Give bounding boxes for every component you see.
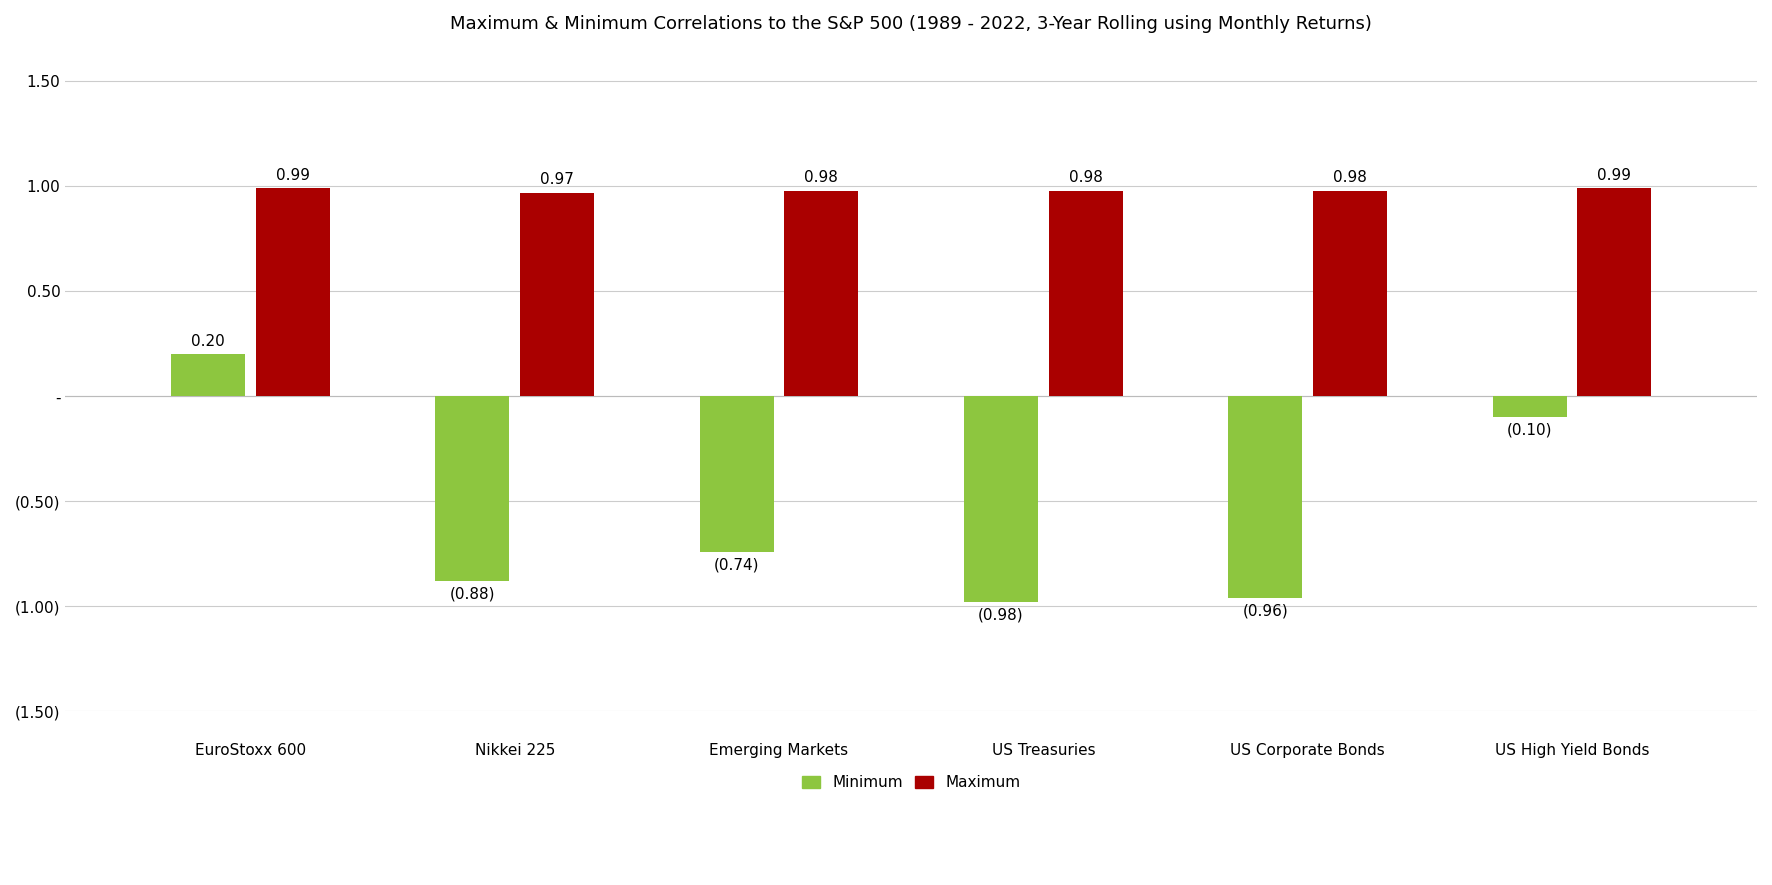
Text: US High Yield Bonds: US High Yield Bonds [1496,743,1650,758]
Bar [519,193,594,396]
Text: 0.98: 0.98 [1333,170,1366,185]
Text: (0.96): (0.96) [1242,604,1288,619]
Text: (0.10): (0.10) [1506,423,1552,438]
Text: 0.97: 0.97 [540,173,574,188]
Bar [436,396,509,581]
Text: (0.74): (0.74) [714,557,760,572]
Bar [964,396,1038,602]
Bar [785,190,858,396]
Text: US Treasuries: US Treasuries [992,743,1095,758]
Bar [1313,190,1387,396]
Text: Nikkei 225: Nikkei 225 [475,743,555,758]
Text: (0.88): (0.88) [450,587,494,602]
Text: 0.98: 0.98 [1069,170,1102,185]
Bar [1228,396,1302,598]
Legend: Minimum, Maximum: Minimum, Maximum [796,769,1026,796]
Bar [1049,190,1123,396]
Bar [1577,189,1652,396]
Title: Maximum & Minimum Correlations to the S&P 500 (1989 - 2022, 3-Year Rolling using: Maximum & Minimum Correlations to the S&… [450,15,1372,33]
Text: US Corporate Bonds: US Corporate Bonds [1230,743,1386,758]
Text: 0.99: 0.99 [1597,168,1632,183]
Text: EuroStoxx 600: EuroStoxx 600 [195,743,307,758]
Text: 0.98: 0.98 [804,170,838,185]
Bar [172,354,245,396]
Bar [255,189,330,396]
Text: Emerging Markets: Emerging Markets [709,743,849,758]
Bar [1492,396,1566,418]
Text: 0.99: 0.99 [276,168,310,183]
Bar [700,396,774,552]
Text: (0.98): (0.98) [978,607,1024,622]
Text: 0.20: 0.20 [191,335,225,349]
